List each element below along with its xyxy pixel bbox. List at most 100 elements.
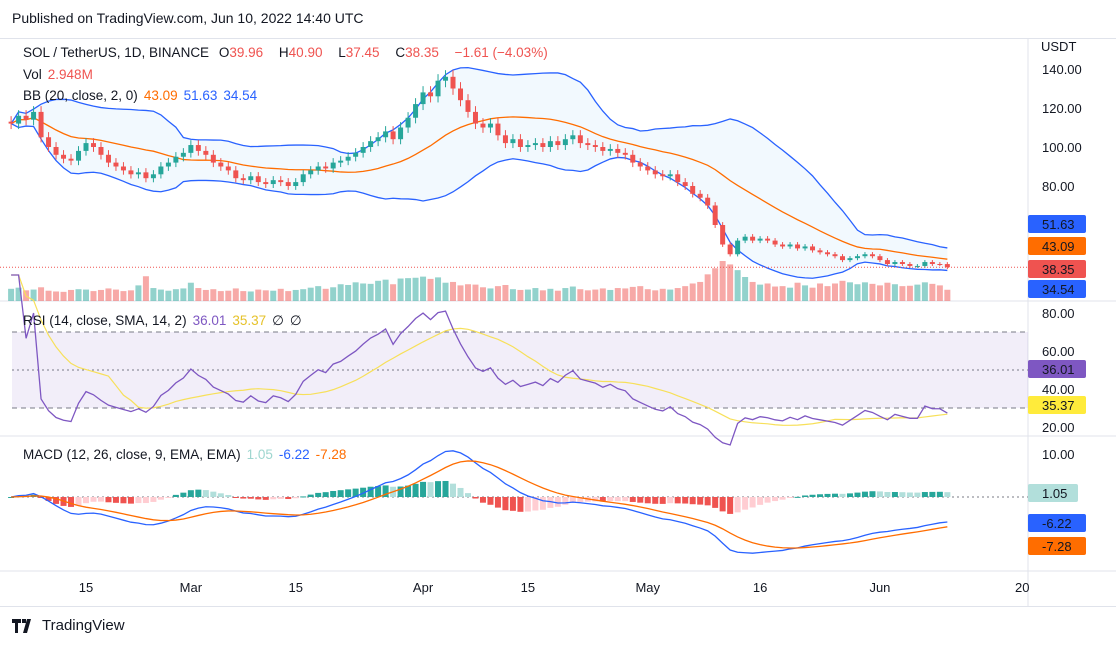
volume-bar <box>315 286 322 301</box>
footer-brand: TradingView <box>42 617 125 634</box>
symbol-title[interactable]: SOL / TetherUS, 1D, BINANCE <box>23 45 210 60</box>
time-tick-label: 15 <box>79 580 93 595</box>
bb-basis-value: 43.09 <box>143 88 178 103</box>
chart-area[interactable]: USDT 140.00 120.00 100.00 80.00 80.00 60.00 40.… <box>0 38 1116 607</box>
macd-histogram-bar <box>764 497 771 503</box>
candle-body <box>255 176 261 183</box>
candle-body <box>817 250 823 253</box>
candle-body <box>465 100 471 112</box>
candle-body <box>398 127 404 140</box>
macd-histogram-bar <box>180 492 187 497</box>
candle-body <box>435 80 441 97</box>
macd-histogram-bar <box>90 497 97 502</box>
volume-bar <box>83 289 89 301</box>
candle-body <box>83 143 89 151</box>
volume-bar <box>97 289 104 301</box>
candle-body <box>98 147 104 155</box>
candle-body <box>525 145 531 147</box>
candle-body <box>592 145 598 147</box>
candle-body <box>517 139 523 147</box>
macd-histogram-bar <box>225 494 232 497</box>
candle-body <box>765 238 771 241</box>
macd-histogram-bar <box>360 487 367 497</box>
volume-bar <box>487 288 494 301</box>
volume-bar <box>614 288 621 301</box>
candle-body <box>637 162 643 167</box>
candle-body <box>929 262 935 264</box>
rsi-band <box>12 332 1028 408</box>
volume-bar <box>142 276 149 301</box>
candle-body <box>854 256 860 259</box>
macd-histogram-bar <box>53 497 60 504</box>
volume-bar <box>30 289 37 301</box>
tradingview-logo-icon <box>12 618 31 633</box>
macd-histogram-bar <box>165 497 172 498</box>
candle <box>360 142 366 158</box>
candle-body <box>90 143 96 147</box>
volume-bar <box>360 283 367 301</box>
candle <box>502 130 508 149</box>
macd-histogram-bar <box>667 497 674 504</box>
candle <box>869 252 875 259</box>
macd-histogram-bar <box>247 497 254 499</box>
macd-histogram-bar <box>734 497 741 513</box>
volume-bar <box>427 278 434 301</box>
candle-body <box>690 186 696 194</box>
candle-body <box>285 182 291 186</box>
macd-hist-tag: 1.05 <box>1042 486 1067 501</box>
candle <box>660 170 666 181</box>
volume-bar <box>180 288 187 301</box>
bb-basis-tag: 43.09 <box>1042 239 1075 254</box>
volume-bar <box>577 289 584 301</box>
macd-histogram-bar <box>891 492 898 497</box>
candle <box>31 106 37 126</box>
macd-value: -6.22 <box>278 447 310 462</box>
volume-bar <box>569 286 576 301</box>
volume-bar <box>240 291 247 301</box>
macd-histogram-bar <box>659 497 666 504</box>
macd-histogram-bar <box>240 497 247 499</box>
tradingview-logo[interactable]: TradingView <box>12 617 125 634</box>
macd-histogram-bar <box>262 497 269 500</box>
candle-body <box>338 160 344 163</box>
volume-bar <box>68 289 75 301</box>
candle <box>570 130 576 145</box>
bb-legend[interactable]: BB (20, close, 2, 0) 43.09 51.63 34.54 <box>23 88 263 103</box>
candle-body <box>735 240 741 255</box>
close-field: C38.35 <box>395 45 445 60</box>
chart-svg[interactable]: USDT 140.00 120.00 100.00 80.00 80.00 60.00 40.… <box>0 39 1116 606</box>
macd-label: MACD (12, 26, close, 9, EMA, EMA) <box>23 447 241 462</box>
candle-body <box>772 240 778 245</box>
candle <box>323 162 329 173</box>
volume-bar <box>659 288 666 301</box>
candle <box>233 166 239 183</box>
rsi-legend[interactable]: RSI (14, close, SMA, 14, 2) 36.01 35.37 ∅ ∅ <box>23 313 308 329</box>
macd-histogram-bar <box>689 497 696 505</box>
volume-bar <box>405 278 412 301</box>
candle-body <box>577 135 583 144</box>
macd-histogram-bar <box>217 493 224 497</box>
volume-bar <box>292 289 299 301</box>
macd-legend[interactable]: MACD (12, 26, close, 9, EMA, EMA) 1.05 -6.… <box>23 447 352 462</box>
candle <box>150 170 156 183</box>
candle <box>690 182 696 198</box>
candle-body <box>600 147 606 151</box>
candle-body <box>652 170 658 175</box>
candle <box>263 178 269 188</box>
volume-bar <box>150 288 157 301</box>
macd-histogram-bar <box>936 491 943 497</box>
volume-bar <box>734 270 741 301</box>
volume-bar <box>135 285 142 301</box>
candle <box>727 242 733 257</box>
macd-histogram-bar <box>210 491 217 497</box>
volume-bar <box>307 287 314 301</box>
candle <box>308 166 314 179</box>
rsi-line <box>11 274 948 446</box>
volume-bar <box>210 289 217 301</box>
macd-hist-value: 1.05 <box>246 447 273 462</box>
bb-lower-value: 34.54 <box>223 88 258 103</box>
volume-legend[interactable]: Vol 2.948M <box>23 67 99 82</box>
candle-body <box>225 166 231 171</box>
candle-body <box>562 139 568 146</box>
candle-body <box>899 262 905 264</box>
